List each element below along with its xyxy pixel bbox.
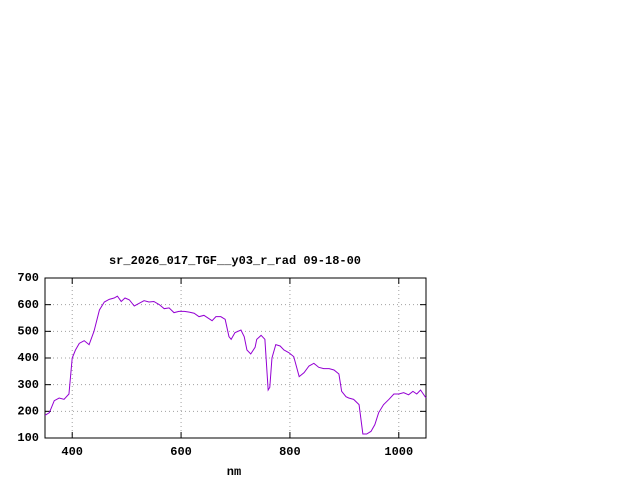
x-tick-label: 400 (61, 445, 83, 459)
x-axis-label: nm (227, 465, 241, 479)
y-tick-label: 700 (17, 271, 39, 285)
y-tick-label: 600 (17, 298, 39, 312)
y-tick-label: 200 (17, 405, 39, 419)
x-tick-label: 1000 (384, 445, 413, 459)
x-tick-label: 600 (170, 445, 192, 459)
y-tick-label: 300 (17, 378, 39, 392)
y-tick-label: 400 (17, 351, 39, 365)
x-tick-label: 800 (279, 445, 301, 459)
chart-title: sr_2026_017_TGF__y03_r_rad 09-18-00 (109, 254, 361, 268)
y-tick-label: 100 (17, 431, 39, 445)
data-line (44, 295, 427, 435)
plot-border (44, 277, 427, 439)
y-tick-label: 500 (17, 325, 39, 339)
